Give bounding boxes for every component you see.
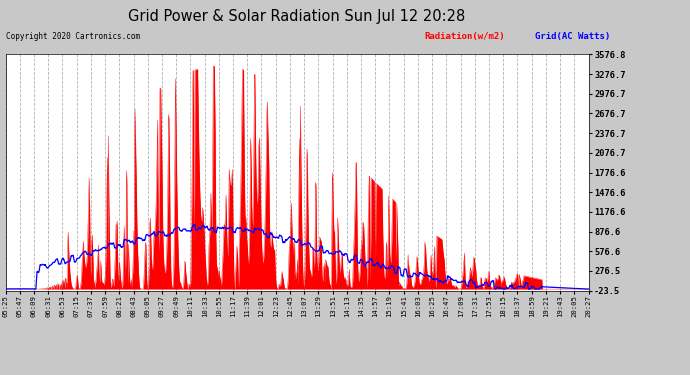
Text: Copyright 2020 Cartronics.com: Copyright 2020 Cartronics.com — [6, 32, 139, 41]
Text: Grid Power & Solar Radiation Sun Jul 12 20:28: Grid Power & Solar Radiation Sun Jul 12 … — [128, 9, 465, 24]
Text: Grid(AC Watts): Grid(AC Watts) — [535, 32, 610, 41]
Text: Radiation(w/m2): Radiation(w/m2) — [424, 32, 505, 41]
